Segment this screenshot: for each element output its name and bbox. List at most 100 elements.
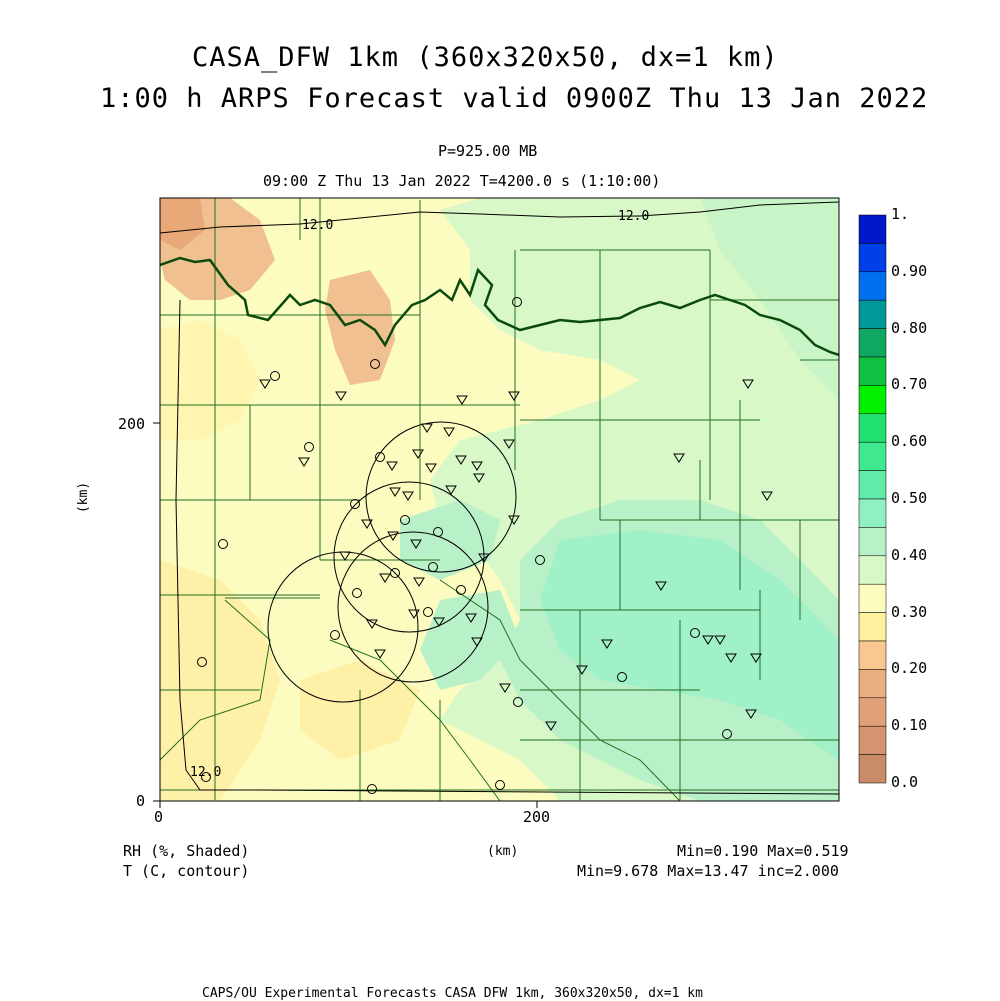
station-marker <box>197 657 207 667</box>
station-marker <box>601 639 613 649</box>
station-marker <box>513 697 523 707</box>
station-marker <box>508 391 520 401</box>
colorbar-swatch <box>858 583 887 613</box>
station-markers <box>197 297 773 794</box>
contour-label: 12.0 <box>190 765 221 780</box>
station-marker <box>545 721 557 731</box>
red-river-boundary <box>160 256 839 357</box>
shaded-field-label: RH (%, Shaded) <box>123 842 250 860</box>
colorbar-swatch <box>858 555 887 585</box>
colorbar-swatch <box>858 527 887 557</box>
station-marker <box>471 461 483 471</box>
colorbar-label: 0.50 <box>891 489 928 507</box>
station-marker <box>576 665 588 675</box>
station-marker <box>433 617 445 627</box>
station-marker <box>722 729 732 739</box>
station-marker <box>655 581 667 591</box>
x-tick-label-0: 0 <box>154 808 164 826</box>
plot-title-line-1: CASA_DFW 1km (360x320x50, dx=1 km) <box>192 42 779 73</box>
colorbar-swatch <box>858 470 887 500</box>
y-tick-label-0: 0 <box>136 792 146 810</box>
station-marker <box>361 519 373 529</box>
colorbar-label: 1. <box>891 205 910 223</box>
colorbar-swatch <box>858 754 887 784</box>
station-marker <box>379 573 391 583</box>
station-marker <box>725 653 737 663</box>
y-axis-unit: (km) <box>76 481 92 514</box>
station-marker <box>495 780 505 790</box>
station-marker <box>390 568 400 578</box>
colorbar-swatch <box>858 697 887 727</box>
colorbar-label: 0.0 <box>891 773 919 791</box>
station-marker <box>350 499 360 509</box>
station-marker <box>742 379 754 389</box>
colorbar-swatch <box>858 385 887 415</box>
station-marker <box>503 439 515 449</box>
colorbar-swatch <box>858 328 887 358</box>
station-marker <box>471 637 483 647</box>
colorbar-swatch <box>858 356 887 386</box>
station-marker <box>387 531 399 541</box>
x-axis-unit: (km) <box>487 844 519 859</box>
shaded-minmax: Min=0.190 Max=0.519 <box>677 842 849 860</box>
station-marker <box>512 297 522 307</box>
station-marker <box>433 527 443 537</box>
station-marker <box>465 613 477 623</box>
plot-frame <box>159 197 840 802</box>
station-marker <box>367 784 377 794</box>
station-marker <box>375 452 385 462</box>
axis-ticks <box>153 422 538 808</box>
station-marker <box>352 588 362 598</box>
station-marker <box>201 772 211 782</box>
colorbar-label: 0.40 <box>891 545 928 564</box>
colorbar-swatch <box>858 441 887 471</box>
colorbar-swatch <box>858 612 887 642</box>
colorbar-label: 0.10 <box>891 716 928 735</box>
station-marker <box>421 423 433 433</box>
colorbar-label: 0.70 <box>891 375 928 394</box>
station-marker <box>335 391 347 401</box>
station-marker <box>386 461 398 471</box>
station-marker <box>428 562 438 572</box>
station-marker <box>423 607 433 617</box>
colorbar-swatch <box>858 498 887 528</box>
station-marker <box>259 379 271 389</box>
station-marker <box>330 630 340 640</box>
station-marker <box>750 653 762 663</box>
station-marker <box>690 628 700 638</box>
colorbar-swatch <box>858 271 887 301</box>
colorbar-label: 0.80 <box>891 318 928 337</box>
station-marker <box>702 635 714 645</box>
contour-value-labels: 12.0 12.0 12.0 <box>190 209 649 780</box>
station-marker <box>370 359 380 369</box>
station-marker <box>673 453 685 463</box>
station-marker <box>745 709 757 719</box>
colorbar-swatch <box>858 299 887 329</box>
y-tick-label-200: 200 <box>118 415 146 433</box>
colorbar-label: 0.90 <box>891 261 928 280</box>
station-marker <box>218 539 228 549</box>
rh-colorbar <box>858 214 887 784</box>
colorbar-swatch <box>858 413 887 443</box>
station-marker <box>478 553 490 563</box>
colorbar-swatch <box>858 243 887 273</box>
station-marker <box>270 371 280 381</box>
station-marker <box>617 672 627 682</box>
station-marker <box>455 455 467 465</box>
station-marker <box>408 609 420 619</box>
county-borders <box>160 198 839 801</box>
station-marker <box>473 473 485 483</box>
pressure-level: P=925.00 MB <box>438 142 538 160</box>
station-marker <box>714 635 726 645</box>
station-marker <box>400 515 410 525</box>
station-marker <box>499 683 511 693</box>
colorbar-label: 0.30 <box>891 602 928 621</box>
station-marker <box>412 449 424 459</box>
colorbar-swatch <box>858 669 887 699</box>
valid-time: 09:00 Z Thu 13 Jan 2022 T=4200.0 s (1:10… <box>263 172 661 190</box>
colorbar-swatch <box>858 214 887 244</box>
station-marker <box>374 649 386 659</box>
station-marker <box>456 395 468 405</box>
credit-line: CAPS/OU Experimental Forecasts CASA DFW … <box>202 986 703 1001</box>
station-marker <box>304 442 314 452</box>
